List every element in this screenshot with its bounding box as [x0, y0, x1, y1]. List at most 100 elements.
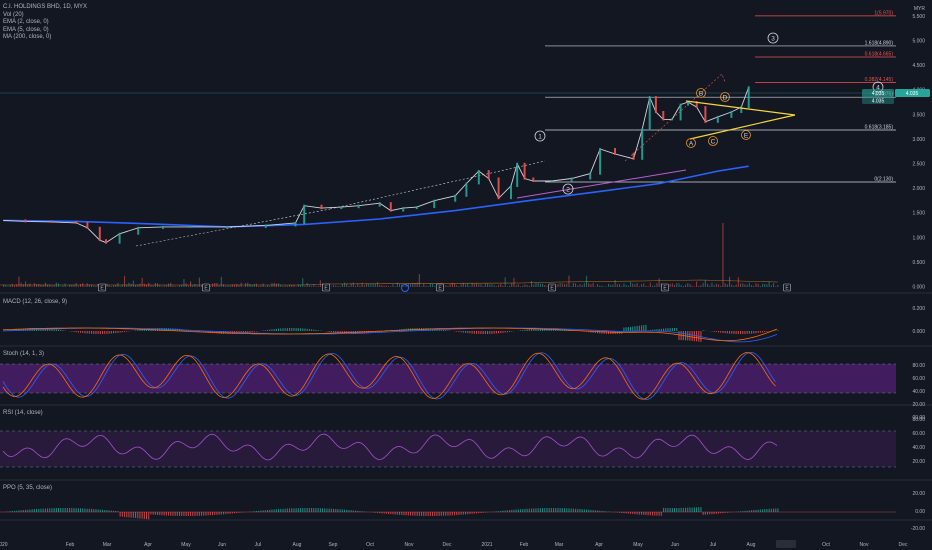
- macd-hist-bar: [225, 331, 227, 334]
- x-tick-17: Jun: [671, 542, 679, 548]
- macd-hist-bar: [104, 331, 106, 334]
- ppo-hist-bar: [152, 512, 154, 515]
- volume-bar: [165, 285, 167, 287]
- volume-bar: [599, 285, 601, 287]
- rsi-tick-0: 80.00: [912, 417, 925, 423]
- macd-hist-bar: [667, 328, 669, 331]
- volume-bar: [410, 283, 412, 287]
- ppo-hist-bar: [286, 508, 288, 512]
- ppo-hist-bar: [603, 511, 605, 512]
- macd-hist-bar: [119, 331, 121, 333]
- ppo-hist-bar: [744, 510, 746, 512]
- ppo-hist-bar: [161, 512, 163, 516]
- macd-hist-bar: [379, 331, 381, 333]
- volume-bar: [370, 284, 372, 287]
- volume-bar: [768, 281, 770, 287]
- macd-hist-bar: [693, 331, 695, 342]
- ppo-hist-bar: [330, 508, 332, 512]
- volume-bar: [506, 286, 508, 287]
- ppo-hist-bar: [97, 509, 99, 512]
- volume-bar: [487, 283, 489, 287]
- macd-hist-bar: [652, 329, 654, 331]
- ppo-hist-bar: [520, 509, 522, 512]
- ppo-hist-bar: [418, 512, 420, 516]
- ppo-hist-bar: [575, 508, 577, 512]
- ppo-hist-bar: [216, 512, 218, 515]
- macd-hist-bar: [86, 331, 88, 334]
- wave-label-circle-5: [696, 88, 706, 98]
- ppo-hist-bar: [205, 512, 207, 516]
- ppo-hist-bar: [383, 512, 385, 514]
- volume-bar: [18, 276, 20, 287]
- ppo-hist-bar: [80, 508, 82, 512]
- ppo-hist-bar: [77, 508, 79, 512]
- candle: [24, 219, 27, 223]
- x-tick-12: 2021: [481, 542, 492, 548]
- volume-bar: [630, 281, 632, 287]
- volume-bar: [720, 285, 722, 287]
- volume-bar: [198, 277, 200, 287]
- x-tick-5: Jun: [218, 542, 226, 548]
- ppo-hist-bar: [280, 508, 282, 512]
- volume-bar: [110, 286, 112, 287]
- ppo-hist-bar: [20, 510, 22, 512]
- x-tick-3: Apr: [144, 542, 152, 548]
- macd-hist-bar: [278, 328, 280, 331]
- ppo-hist-bar: [605, 511, 607, 512]
- volume-bar: [80, 283, 82, 287]
- volume-bar: [121, 284, 123, 287]
- candle: [516, 162, 519, 187]
- volume-bar: [141, 278, 143, 287]
- volume-bar: [652, 285, 654, 287]
- candle: [687, 101, 689, 106]
- ppo-hist-bar: [187, 512, 189, 516]
- earnings-marker-0: [98, 283, 106, 292]
- ppo-hist-bar: [643, 512, 645, 515]
- volume-bar: [335, 285, 337, 287]
- ppo-hist-bar: [513, 509, 515, 512]
- volume-bar: [150, 284, 152, 287]
- volume-bar: [289, 284, 291, 287]
- ppo-hist-bar: [682, 507, 684, 512]
- fib-label-0: 1(5.970): [874, 10, 893, 16]
- ppo-hist-bar: [95, 509, 97, 512]
- ppo-hist-bar: [557, 508, 559, 512]
- volume-bar: [632, 283, 634, 287]
- macd-hist-bar: [359, 331, 361, 334]
- volume-bar: [605, 286, 607, 287]
- macd-hist-bar: [506, 331, 508, 333]
- volume-bar: [88, 284, 90, 287]
- volume-bar: [251, 285, 253, 287]
- ppo-hist-bar: [317, 508, 319, 512]
- volume-bar: [700, 285, 702, 287]
- volume-bar: [566, 283, 568, 287]
- macd-hist-bar: [462, 331, 464, 333]
- wave-label-7: D: [723, 94, 728, 101]
- ppo-hist-bar: [93, 509, 95, 512]
- volume-bar: [396, 282, 398, 287]
- candle: [570, 177, 573, 182]
- wave-label-6: C: [711, 138, 716, 145]
- earnings-text-1: E: [204, 286, 208, 292]
- volume-bar: [315, 286, 317, 287]
- volume-bar: [616, 284, 618, 287]
- macd-hist-bar: [654, 329, 656, 331]
- macd-hist-bar: [289, 328, 291, 331]
- volume-bar: [515, 285, 517, 287]
- ppo-hist-bar: [159, 512, 161, 516]
- ppo-hist-bar: [568, 508, 570, 512]
- volume-bar: [680, 285, 682, 287]
- legend-ma200: MA (200, close, 0): [3, 34, 52, 40]
- macd-hist-bar: [311, 329, 313, 331]
- wave-label-3: 4: [876, 84, 880, 91]
- volume-bar: [447, 285, 449, 287]
- macd-hist-bar: [108, 331, 110, 334]
- ema-badge: [862, 89, 894, 97]
- ppo-hist-bar: [82, 508, 84, 512]
- ppo-hist-bar: [713, 512, 715, 514]
- y-tick-7: 2.000: [912, 186, 925, 192]
- ppo-hist-bar: [445, 512, 447, 516]
- ppo-hist-bar: [53, 508, 55, 512]
- macd-hist-bar: [636, 326, 638, 331]
